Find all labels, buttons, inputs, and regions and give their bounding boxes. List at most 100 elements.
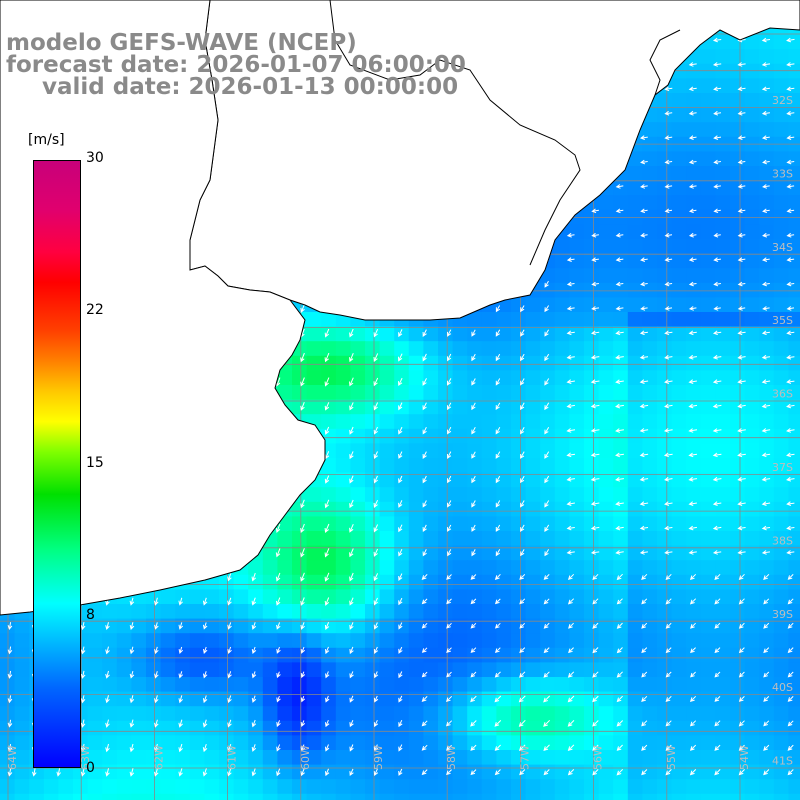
colorbar-tick-15: 15 (86, 455, 104, 471)
wind-speed-cell (335, 706, 351, 722)
wind-arrow (154, 622, 159, 630)
wind-speed-cell (730, 589, 746, 605)
wind-speed-cell (657, 414, 673, 430)
wind-speed-cell (481, 487, 497, 503)
wind-speed-cell (438, 487, 454, 503)
wind-speed-cell (671, 618, 687, 634)
wind-speed-cell (438, 618, 454, 634)
wind-speed-cell (788, 779, 800, 795)
wind-speed-cell (116, 779, 132, 795)
wind-arrow (421, 598, 428, 605)
wind-speed-cell (657, 282, 673, 298)
wind-speed-cell (14, 691, 30, 707)
coastline-east-river (649, 29, 681, 96)
wind-speed-cell (569, 239, 585, 255)
wind-speed-cell (321, 326, 337, 342)
wind-speed-cell (759, 793, 775, 800)
wind-speed-cell (452, 720, 468, 736)
wind-speed-cell (613, 793, 629, 800)
wind-speed-cell (700, 63, 716, 79)
wind-speed-cell (262, 720, 278, 736)
wind-speed-cell (686, 662, 702, 678)
wind-speed-cell (467, 750, 483, 766)
wind-arrow (373, 499, 379, 508)
wind-speed-cell (569, 443, 585, 459)
wind-speed-cell (408, 399, 424, 415)
wind-speed-cell (350, 516, 366, 532)
wind-speed-cell (554, 341, 570, 357)
wind-speed-cell (627, 370, 643, 386)
wind-arrow (178, 743, 183, 753)
wind-speed-cell (87, 720, 103, 736)
wind-speed-cell (116, 735, 132, 751)
wind-speed-cell (627, 677, 643, 693)
wind-arrow (421, 622, 428, 629)
wind-arrow (398, 500, 403, 508)
wind-arrow (616, 768, 624, 776)
wind-speed-cell (321, 487, 337, 503)
wind-arrow (761, 281, 770, 287)
wind-speed-cell (598, 793, 614, 800)
wind-speed-cell (584, 341, 600, 357)
wind-speed-cell (671, 647, 687, 663)
wind-arrow (786, 379, 795, 384)
wind-speed-cell (423, 443, 439, 459)
wind-speed-cell (233, 574, 249, 590)
wind-speed-cell (204, 706, 220, 722)
wind-speed-cell (788, 253, 800, 269)
wind-arrow (471, 475, 476, 484)
wind-arrow (178, 646, 184, 655)
wind-speed-cell (700, 720, 716, 736)
wind-arrow (689, 769, 697, 776)
wind-arrow (373, 524, 379, 533)
wind-arrow (688, 257, 697, 262)
wind-arrow (664, 525, 673, 531)
wind-arrow (202, 768, 208, 777)
wind-arrow (639, 330, 648, 336)
wind-arrow (688, 501, 697, 506)
wind-speed-cell (438, 472, 454, 488)
wind-arrow (276, 744, 281, 752)
wind-speed-cell (642, 735, 658, 751)
wind-speed-cell (525, 793, 541, 800)
wind-speed-cell (715, 750, 731, 766)
wind-speed-cell (540, 750, 556, 766)
wind-speed-cell (730, 647, 746, 663)
wind-arrow (276, 597, 281, 606)
wind-speed-cell (584, 647, 600, 663)
wind-speed-cell (759, 78, 775, 94)
wind-arrow (712, 550, 722, 555)
wind-arrow (786, 354, 795, 360)
wind-speed-cell (642, 399, 658, 415)
wind-speed-cell (730, 531, 746, 547)
wind-speed-cell (627, 750, 643, 766)
wind-speed-cell (511, 297, 527, 313)
wind-speed-cell (715, 326, 731, 342)
wind-speed-cell (423, 677, 439, 693)
wind-arrow (520, 451, 525, 459)
wind-speed-cell (598, 662, 614, 678)
wind-speed-cell (715, 735, 731, 751)
wind-arrow (470, 744, 477, 751)
wind-speed-cell (438, 633, 454, 649)
wind-speed-cell (438, 355, 454, 371)
wind-arrow (592, 695, 599, 703)
wind-speed-cell (335, 414, 351, 430)
wind-speed-cell (379, 428, 395, 444)
wind-speed-cell (204, 662, 220, 678)
wind-speed-cell (102, 793, 118, 800)
wind-speed-cell (613, 750, 629, 766)
wind-speed-cell (773, 428, 789, 444)
wind-speed-cell (335, 385, 351, 401)
wind-speed-cell (365, 501, 381, 517)
wind-speed-cell (613, 268, 629, 284)
wind-speed-cell (146, 662, 162, 678)
wind-speed-cell (219, 677, 235, 693)
wind-arrow (325, 671, 330, 679)
wind-speed-cell (467, 706, 483, 722)
wind-speed-cell (759, 34, 775, 50)
wind-speed-cell (686, 195, 702, 211)
wind-speed-cell (744, 501, 760, 517)
wind-arrow (80, 768, 86, 777)
wind-arrow (714, 696, 721, 702)
